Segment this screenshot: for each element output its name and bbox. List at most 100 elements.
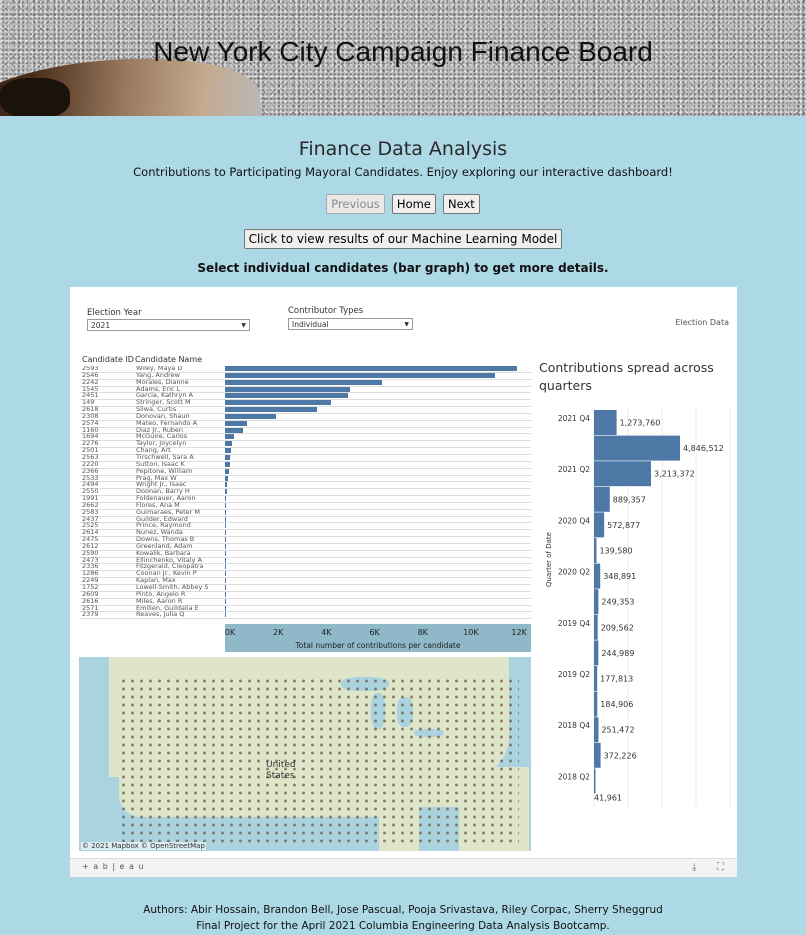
candidate-row[interactable]: 2550 Doonan, Barry H [80,488,531,497]
candidate-bar[interactable] [225,386,351,392]
candidate-bar[interactable] [225,605,226,611]
candidate-row[interactable]: 2276 Taylor, Joycelyn [80,440,531,449]
candidate-row[interactable]: 2612 Greenland, Adam [80,542,531,551]
candidate-bar[interactable] [225,427,244,433]
quarter-bar[interactable] [594,589,599,615]
candidate-bar[interactable] [225,413,276,419]
candidate-bar[interactable] [225,379,382,385]
candidate-row[interactable]: 2574 Mateo, Fernando A [80,419,531,428]
candidate-bar[interactable] [225,564,226,570]
candidate-row[interactable]: 2473 Ellinchenko, Vitaly A [80,556,531,565]
candidate-row[interactable]: 1160 Diaz Jr., Ruben [80,426,531,435]
candidate-row[interactable]: 1694 McGuire, Carlos [80,433,531,442]
candidate-bar[interactable] [225,571,226,577]
candidate-row[interactable]: 2614 Nunez, Wanda [80,529,531,538]
quarter-bar[interactable] [594,614,598,640]
candidate-bar[interactable] [225,441,233,447]
quarter-bar[interactable] [594,512,605,538]
candidate-row[interactable]: 2494 Wright Jr., Isaac [80,481,531,490]
candidate-bar[interactable] [225,585,226,590]
candidate-bar[interactable] [225,543,226,549]
candidate-bar[interactable] [225,448,232,454]
quarter-bar[interactable] [594,717,599,743]
candidate-row[interactable]: 2249 Kaplan, Max [80,577,531,585]
candidate-row[interactable]: 2616 Miles, Aaron R [80,597,531,606]
candidate-bar[interactable] [225,393,348,399]
candidate-bar-chart[interactable]: 2593 Wiley, Maya D 2546 Yang, Andrew 2242 Mor… [80,366,531,624]
candidate-bar[interactable] [225,496,227,502]
candidate-bar[interactable] [225,482,228,488]
candidate-bar[interactable] [225,407,317,413]
candidate-bar[interactable] [225,537,226,543]
candidate-bar[interactable] [225,434,235,440]
candidate-row[interactable]: 2308 Donovan, Shaun [80,412,531,421]
candidate-row[interactable]: 2437 Guilder, Edward [80,515,531,524]
previous-button[interactable]: Previous [326,194,385,214]
candidate-bar[interactable] [225,591,226,597]
quarter-bar[interactable] [594,640,599,666]
candidate-bar[interactable] [225,612,226,618]
map-credit[interactable]: © 2021 Mapbox © OpenStreetMap [81,842,206,850]
quarter-bar[interactable] [594,435,680,461]
candidate-row[interactable]: 2366 Pepitone, William [80,467,531,476]
candidate-bar[interactable] [225,366,517,371]
next-button[interactable]: Next [442,194,480,214]
quarter-bar[interactable] [594,666,598,691]
ml-results-button[interactable]: Click to view results of our Machine Lea… [243,229,563,249]
candidate-bar[interactable] [225,420,247,426]
candidate-row[interactable]: 2525 Prince, Raymond [80,522,531,531]
candidate-row[interactable]: 2590 Kowalik, Barbara [80,549,531,558]
candidate-row[interactable]: 2593 Wiley, Maya D [80,366,531,373]
download-icon[interactable]: ⤓ [692,862,697,873]
quarter-bar[interactable] [594,691,598,717]
candidate-row[interactable]: 2583 Guimaraes, Peter M [80,508,531,517]
quarter-bar[interactable] [594,538,597,563]
quarter-bar[interactable] [594,461,652,487]
candidate-bar[interactable] [225,530,226,536]
quarters-bar-chart[interactable]: 1,273,760 4,846,512 3,213,372 889,357 572,87… [552,407,732,827]
quarter-bar[interactable] [594,742,601,768]
candidate-bar[interactable] [225,454,231,460]
fullscreen-icon[interactable]: ⛶ [717,862,724,873]
candidate-row[interactable]: 2242 Morales, Dianne [80,378,531,387]
candidate-bar[interactable] [225,475,228,481]
candidate-bar[interactable] [225,509,226,515]
candidate-row[interactable]: 2501 Chang, Art [80,447,531,455]
candidate-row[interactable]: 2609 Pinto, Angelo R [80,590,531,599]
candidate-row[interactable]: 2662 Flores, Ana M [80,501,531,510]
candidate-row[interactable]: 1545 Adams, Eric L [80,385,531,394]
election-year-select[interactable]: 2021 ▼ [87,319,250,331]
candidate-row[interactable]: 2546 Yang, Andrew [80,371,531,380]
candidate-bar[interactable] [225,557,226,563]
candidate-bar[interactable] [225,598,226,604]
candidate-bar[interactable] [225,502,227,508]
contributor-types-select[interactable]: Individual ▼ [288,318,413,330]
home-button[interactable]: Home [391,194,436,214]
candidate-row[interactable]: 2571 Emilien, Guildalia E [80,604,531,613]
quarter-bar[interactable] [594,563,601,589]
candidate-row[interactable]: 1286 Coonan Jr., Kevin P [80,570,531,579]
candidate-row[interactable]: 2220 Sutton, Isaac K [80,460,531,469]
candidate-bar[interactable] [225,400,332,406]
candidate-row[interactable]: 2618 Sliwa, Curtis [80,406,531,414]
candidate-bar[interactable] [225,372,495,378]
candidate-row[interactable]: 1752 Lowell-Smith, Abbey S [80,584,531,592]
quarter-bar[interactable] [594,486,610,512]
candidate-bar[interactable] [225,578,226,584]
candidate-bar[interactable] [225,468,229,474]
candidate-row[interactable]: 2563 Tirschwell, Sara A [80,453,531,462]
contributions-map[interactable]: United States © 2021 Mapbox © OpenStreet… [79,657,531,851]
candidate-bar[interactable] [225,489,227,495]
candidate-bar[interactable] [225,461,230,467]
candidate-row[interactable]: 1991 Foldenauer, Aaron [80,495,531,503]
candidate-row[interactable]: 2336 Fitzgerald, Cleopatra [80,563,531,572]
candidate-bar[interactable] [225,516,226,522]
candidate-row[interactable]: 2475 Downs, Thomas B [80,536,531,544]
candidate-bar[interactable] [225,550,226,556]
candidate-bar[interactable] [225,523,226,529]
quarter-bar[interactable] [594,768,596,794]
candidate-row[interactable]: 149 Stringer, Scott M [80,399,531,408]
quarter-bar[interactable] [594,410,617,435]
candidate-row[interactable]: 2379 Reaves, Julia Q [80,611,531,620]
candidate-row[interactable]: 2451 Garcia, Kathryn A [80,392,531,401]
